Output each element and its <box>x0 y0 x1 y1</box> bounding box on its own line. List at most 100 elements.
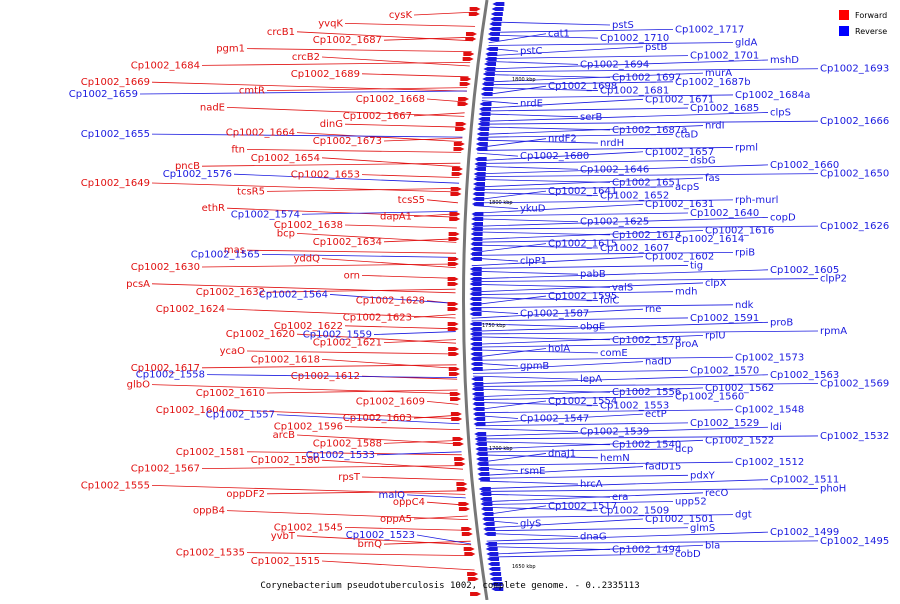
reverse-gene-label[interactable]: folC <box>600 295 619 306</box>
reverse-gene-label[interactable]: pstB <box>645 42 667 53</box>
reverse-gene-label[interactable]: rpiB <box>735 247 755 258</box>
forward-gene-label[interactable]: rpsT <box>338 472 361 483</box>
reverse-gene-label[interactable]: Cp1002_1650 <box>820 169 889 180</box>
forward-gene-label[interactable]: crcB2 <box>292 52 320 63</box>
reverse-gene-label[interactable]: comE <box>600 348 628 359</box>
reverse-gene-label[interactable]: recO <box>705 488 729 499</box>
forward-gene-label[interactable]: Cp1002_1667 <box>343 111 412 122</box>
reverse-gene-label[interactable]: Cp1002_1613 <box>612 230 681 241</box>
reverse-gene-label[interactable]: serB <box>580 112 602 123</box>
reverse-gene-label[interactable]: phoH <box>820 483 846 494</box>
forward-gene-label[interactable]: tcsS5 <box>398 195 425 206</box>
forward-gene-label[interactable]: Cp1002_1649 <box>81 178 150 189</box>
reverse-gene-label[interactable]: Cp1002_1548 <box>735 405 804 416</box>
forward-gene-label[interactable]: crcB1 <box>267 27 295 38</box>
forward-gene-label[interactable]: Cp1002_1618 <box>251 354 320 365</box>
reverse-gene-label[interactable]: Cp1002_1554 <box>548 396 617 407</box>
reverse-gene-label[interactable]: tig <box>690 260 703 271</box>
reverse-gene-label[interactable]: Cp1002_1595 <box>548 291 617 302</box>
forward-gene-label[interactable]: Cp1002_1535 <box>176 548 245 559</box>
forward-gene-label[interactable]: Cp1002_1576 <box>163 169 232 180</box>
reverse-gene-label[interactable]: rplU <box>705 330 726 341</box>
forward-gene-label[interactable]: Cp1002_1659 <box>69 89 138 100</box>
forward-gene-label[interactable]: Cp1002_1523 <box>346 530 415 541</box>
forward-gene-label[interactable]: dinG <box>320 119 343 130</box>
forward-gene-label[interactable]: ftn <box>231 144 245 155</box>
reverse-gene-label[interactable]: Cp1002_1570 <box>690 365 759 376</box>
reverse-gene-label[interactable]: mdh <box>675 287 697 298</box>
forward-gene-label[interactable]: Cp1002_1623 <box>343 312 412 323</box>
forward-gene-label[interactable]: Cp1002_1604 <box>156 405 225 416</box>
reverse-gene-label[interactable]: ectP <box>645 409 667 420</box>
forward-gene-label[interactable]: dapA1 <box>380 212 412 223</box>
forward-gene-label[interactable]: Cp1002_1628 <box>356 296 425 307</box>
reverse-gene-label[interactable]: lepA <box>580 374 602 385</box>
reverse-gene-label[interactable]: Cp1002_1687b <box>675 77 751 88</box>
reverse-gene-label[interactable]: Cp1002_1646 <box>580 164 649 175</box>
reverse-gene-label[interactable]: Cp1002_1579 <box>612 335 681 346</box>
reverse-gene-label[interactable]: dcp <box>675 444 693 455</box>
reverse-gene-label[interactable]: Cp1002_1660 <box>770 160 839 171</box>
forward-gene-label[interactable]: Cp1002_1668 <box>356 94 425 105</box>
reverse-gene-label[interactable]: Cp1002_1509 <box>600 505 669 516</box>
forward-gene-label[interactable]: Cp1002_1630 <box>131 262 200 273</box>
forward-gene-label[interactable]: Cp1002_1581 <box>176 447 245 458</box>
reverse-gene-label[interactable]: Cp1002_1587 <box>520 309 589 320</box>
reverse-gene-label[interactable]: Cp1002_1547 <box>520 413 589 424</box>
forward-gene-label[interactable]: Cp1002_1567 <box>131 464 200 475</box>
reverse-gene-label[interactable]: fadD15 <box>645 462 681 473</box>
reverse-gene-label[interactable]: nrdF2 <box>548 134 577 145</box>
reverse-gene-label[interactable]: holA <box>548 344 570 355</box>
reverse-gene-label[interactable]: dsbG <box>690 156 716 167</box>
forward-gene-label[interactable]: Cp1002_1634 <box>313 237 382 248</box>
reverse-gene-label[interactable]: copD <box>770 212 796 223</box>
reverse-gene-label[interactable]: rne <box>645 304 661 315</box>
reverse-gene-label[interactable]: glmS <box>690 523 715 534</box>
reverse-gene-label[interactable]: clpX <box>705 278 727 289</box>
forward-gene-label[interactable]: oppDF2 <box>226 489 265 500</box>
reverse-gene-label[interactable]: Cp1002_1495 <box>820 536 889 547</box>
reverse-gene-label[interactable]: ldi <box>770 422 782 433</box>
forward-gene-label[interactable]: yvqK <box>318 18 343 29</box>
forward-gene-label[interactable]: Cp1002_1533 <box>306 450 375 461</box>
reverse-gene-label[interactable]: Cp1002_1687a <box>612 125 687 136</box>
reverse-gene-label[interactable]: Cp1002_1563 <box>770 370 839 381</box>
reverse-gene-label[interactable]: hemN <box>600 453 630 464</box>
reverse-gene-label[interactable]: Cp1002_1499 <box>770 527 839 538</box>
reverse-gene-label[interactable]: Cp1002_1591 <box>690 313 759 324</box>
reverse-gene-label[interactable]: Cp1002_1666 <box>820 116 889 127</box>
reverse-gene-label[interactable]: Cp1002_1553 <box>600 400 669 411</box>
forward-gene-label[interactable]: Cp1002_1621 <box>313 338 382 349</box>
reverse-gene-label[interactable]: Cp1002_1517 <box>548 501 617 512</box>
forward-gene-label[interactable]: oppB4 <box>193 506 225 517</box>
reverse-gene-label[interactable]: glyS <box>520 518 541 529</box>
reverse-gene-label[interactable]: Cp1002_1494 <box>612 545 681 556</box>
forward-gene-label[interactable]: Cp1002_1596 <box>274 422 343 433</box>
reverse-gene-label[interactable]: Cp1002_1556 <box>612 387 681 398</box>
forward-gene-label[interactable]: nadE <box>200 102 225 113</box>
reverse-gene-label[interactable]: Cp1002_1569 <box>820 378 889 389</box>
forward-gene-label[interactable]: ycaO <box>220 346 246 357</box>
reverse-gene-label[interactable]: pstC <box>520 46 542 57</box>
reverse-gene-label[interactable]: clpP2 <box>820 274 847 285</box>
reverse-gene-label[interactable]: Cp1002_1698 <box>548 81 617 92</box>
forward-gene-label[interactable]: Cp1002_1687 <box>313 35 382 46</box>
reverse-gene-label[interactable]: nrdH <box>600 138 624 149</box>
forward-gene-label[interactable]: Cp1002_1555 <box>81 480 150 491</box>
reverse-gene-label[interactable]: dgt <box>735 510 752 521</box>
reverse-gene-label[interactable]: Cp1002_1562 <box>705 383 774 394</box>
forward-gene-label[interactable]: ethR <box>202 203 225 214</box>
reverse-gene-label[interactable]: Cp1002_1560 <box>675 392 744 403</box>
reverse-gene-label[interactable]: Cp1002_1684a <box>735 90 810 101</box>
reverse-gene-label[interactable]: obgE <box>580 322 605 333</box>
reverse-gene-label[interactable]: Cp1002_1539 <box>580 427 649 438</box>
forward-gene-label[interactable]: pgm1 <box>216 44 245 55</box>
reverse-gene-label[interactable]: Cp1002_1501 <box>645 514 714 525</box>
reverse-gene-label[interactable]: proB <box>770 317 793 328</box>
forward-gene-label[interactable]: orn <box>344 270 360 281</box>
reverse-gene-label[interactable]: Cp1002_1615 <box>548 239 617 250</box>
reverse-gene-label[interactable]: Cp1002_1512 <box>735 457 804 468</box>
reverse-gene-label[interactable]: Cp1002_1529 <box>690 418 759 429</box>
forward-gene-label[interactable]: tcsR5 <box>237 186 265 197</box>
forward-gene-label[interactable]: Cp1002_1617 <box>131 363 200 374</box>
